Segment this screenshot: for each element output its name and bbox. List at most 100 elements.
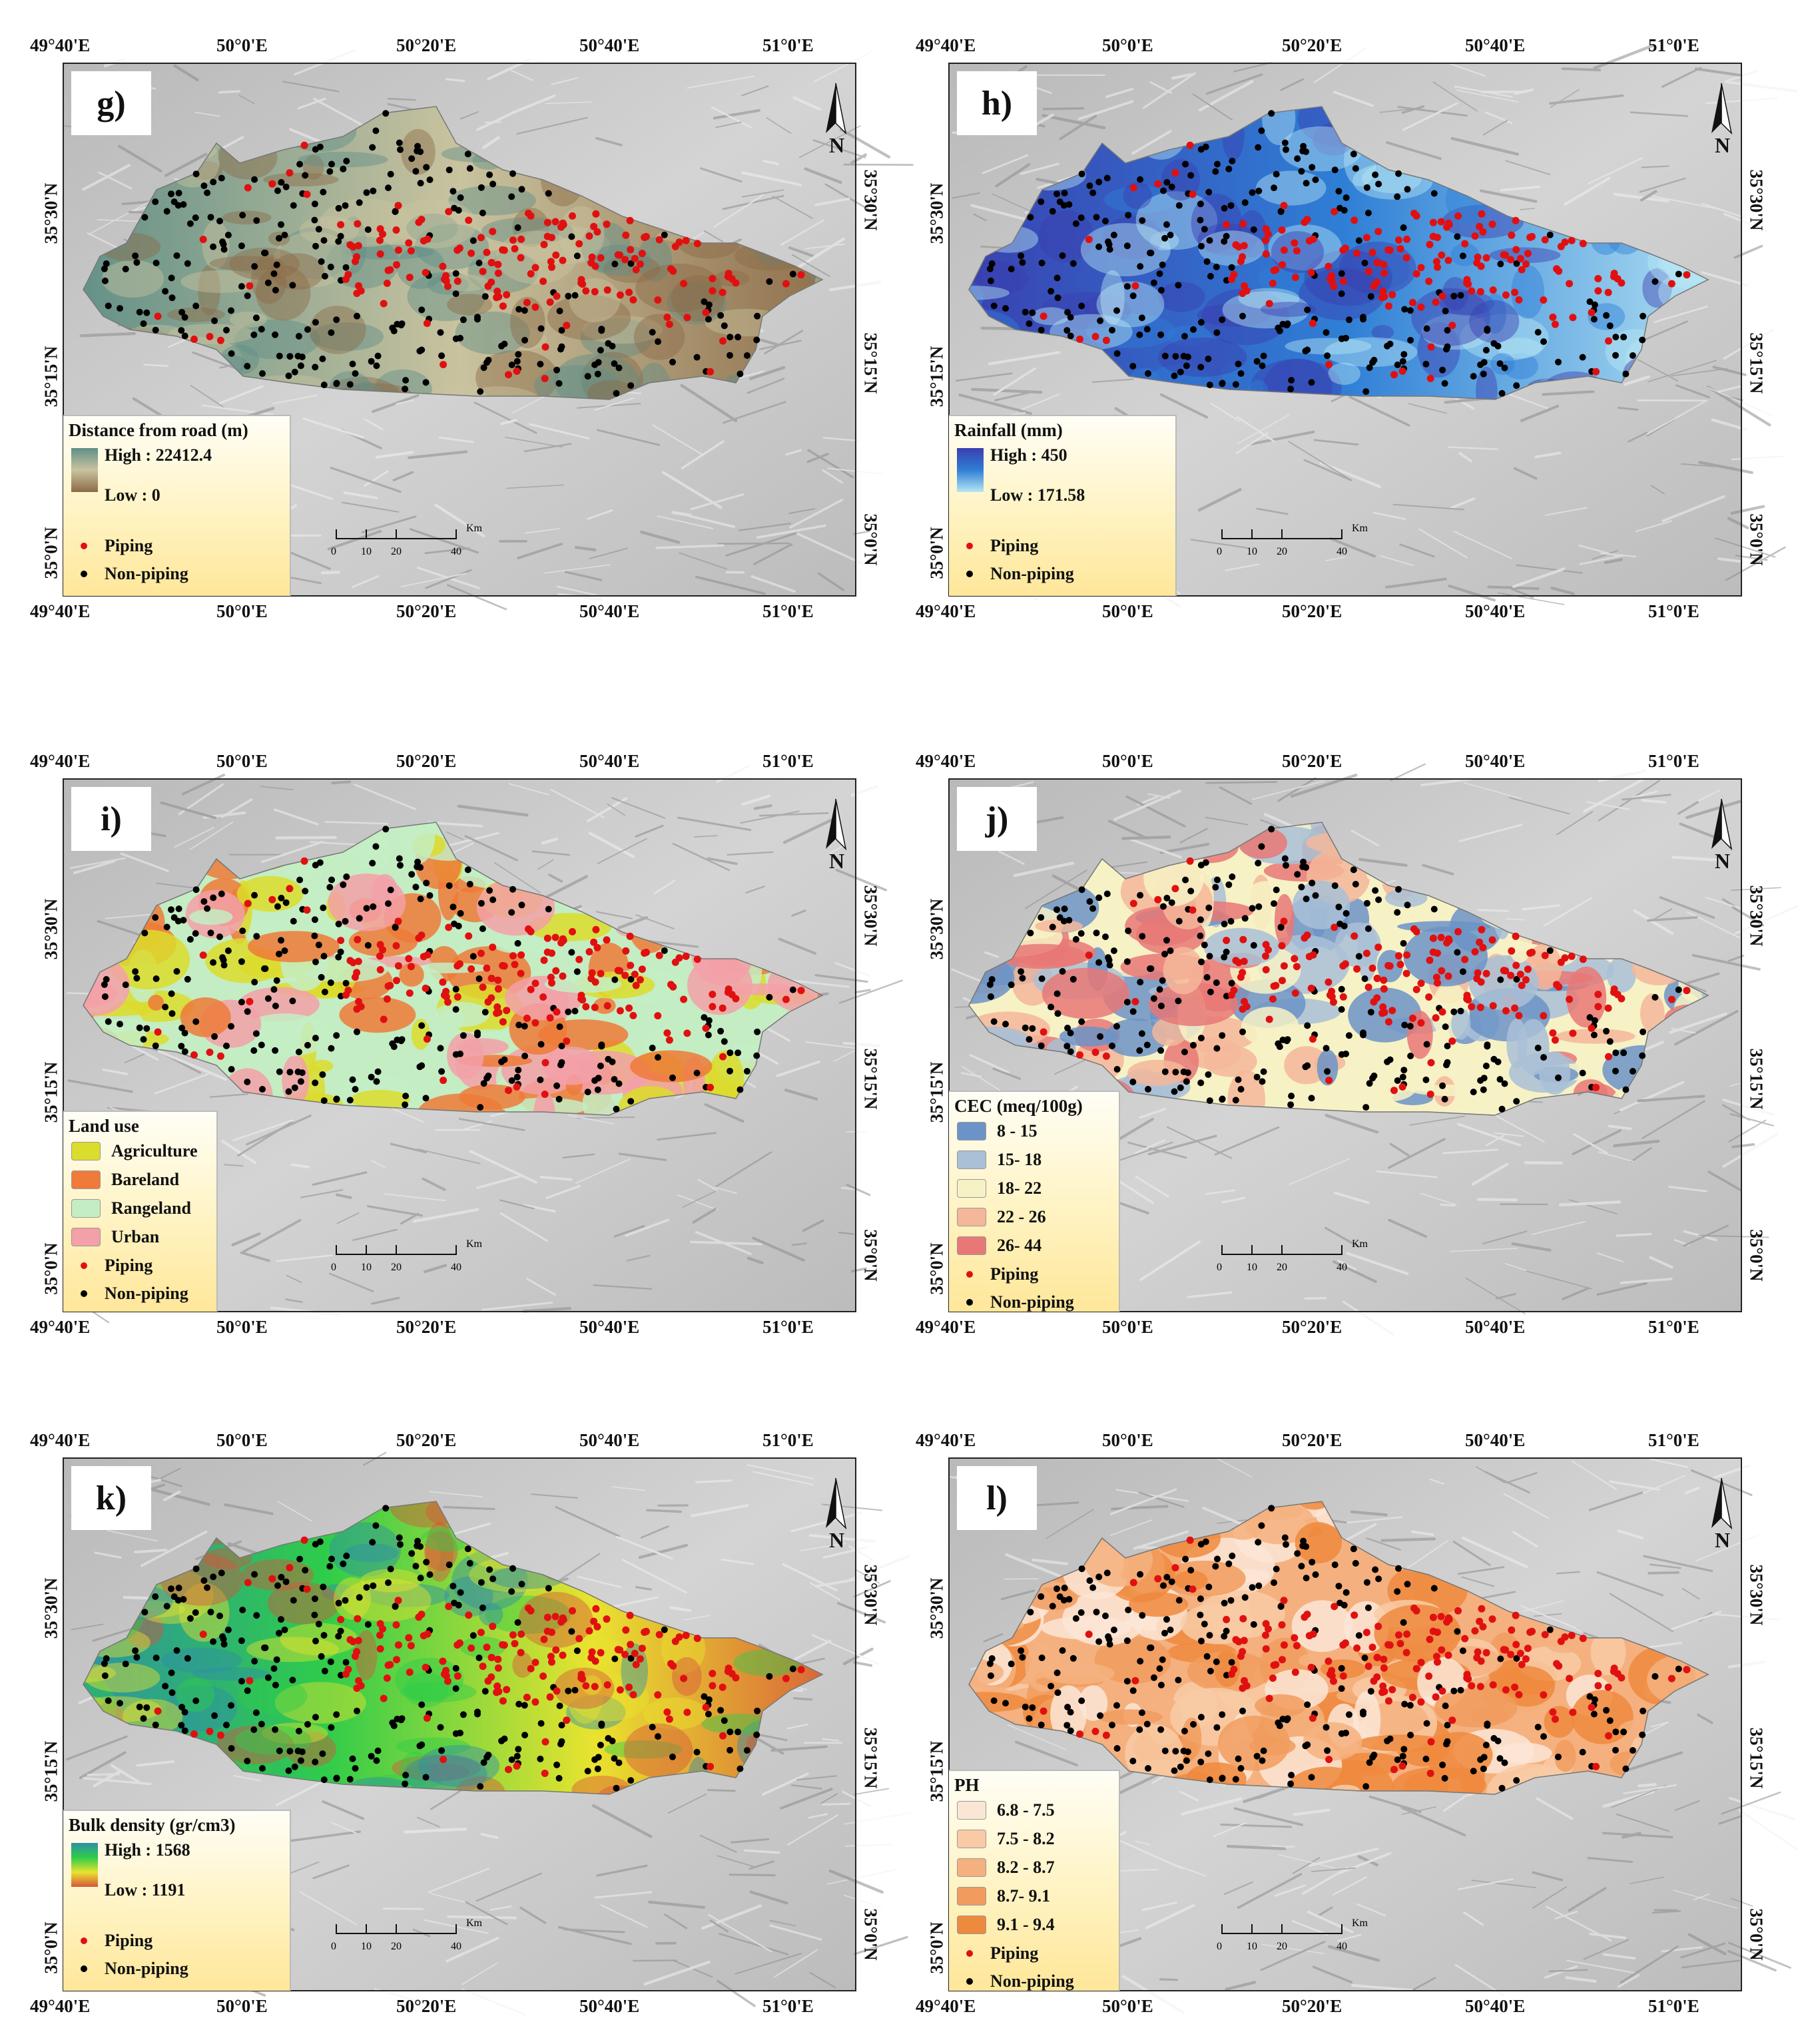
piping-point bbox=[1325, 1756, 1333, 1764]
piping-point bbox=[246, 282, 254, 290]
non-piping-point bbox=[1331, 1561, 1339, 1569]
non-piping-point bbox=[1639, 1731, 1646, 1738]
non-piping-point bbox=[1640, 1028, 1647, 1035]
piping-point bbox=[1610, 270, 1618, 278]
non-piping-point bbox=[1093, 214, 1100, 221]
non-piping-point bbox=[1223, 1627, 1230, 1635]
piping-point bbox=[1476, 222, 1484, 230]
non-piping-point bbox=[1203, 1653, 1211, 1660]
piping-point bbox=[394, 917, 402, 925]
non-piping-point bbox=[537, 1720, 545, 1727]
piping-point bbox=[627, 1641, 635, 1649]
non-piping-point bbox=[1214, 1555, 1221, 1563]
piping-point bbox=[1189, 1585, 1197, 1593]
non-piping-point bbox=[1138, 314, 1145, 322]
non-piping-point bbox=[1622, 1086, 1630, 1093]
piping-point bbox=[603, 936, 611, 944]
non-piping-point bbox=[1386, 1735, 1394, 1742]
non-piping-point bbox=[389, 324, 396, 332]
piping-point bbox=[1235, 243, 1243, 251]
north-arrow-icon bbox=[1711, 1477, 1733, 1530]
piping-point bbox=[1350, 932, 1358, 940]
piping-point bbox=[1085, 951, 1093, 959]
legend-gradient-ramp bbox=[71, 1843, 98, 1887]
non-piping-point bbox=[1065, 1596, 1073, 1603]
piping-point bbox=[1353, 1644, 1361, 1652]
non-piping-point bbox=[987, 277, 994, 284]
piping-point bbox=[1488, 220, 1496, 228]
non-piping-point bbox=[509, 886, 516, 893]
longitude-label: 50°40'E bbox=[1465, 1996, 1526, 2016]
non-piping-point bbox=[286, 1069, 294, 1076]
non-piping-point bbox=[1480, 1086, 1487, 1093]
non-piping-point bbox=[162, 288, 169, 295]
piping-point bbox=[1541, 1631, 1549, 1639]
non-piping-point bbox=[423, 1559, 430, 1566]
longitude-label: 51°0'E bbox=[1648, 1317, 1699, 1337]
piping-point bbox=[543, 934, 551, 942]
non-piping-point bbox=[565, 1687, 572, 1694]
piping-point bbox=[1511, 1683, 1519, 1691]
non-piping-point bbox=[1430, 1585, 1438, 1592]
non-piping-point bbox=[270, 270, 278, 278]
piping-point bbox=[1463, 1670, 1471, 1678]
piping-point bbox=[1445, 937, 1453, 944]
non-piping-point bbox=[1038, 198, 1045, 205]
piping-point bbox=[1384, 302, 1392, 310]
non-piping-point bbox=[1123, 1637, 1131, 1645]
non-piping-point bbox=[1501, 1080, 1508, 1087]
piping-point bbox=[1040, 1028, 1048, 1036]
non-piping-point bbox=[515, 1700, 523, 1708]
latitude-label: 35°30'N bbox=[926, 182, 947, 244]
piping-point bbox=[1683, 987, 1691, 995]
non-piping-point bbox=[1497, 1655, 1504, 1662]
piping-point bbox=[1549, 1029, 1557, 1037]
non-piping-point bbox=[223, 326, 230, 334]
non-piping-point bbox=[101, 277, 109, 284]
latitude-label: 35°0'N bbox=[860, 513, 881, 566]
non-piping-point bbox=[1067, 1048, 1074, 1055]
non-piping-point bbox=[422, 1774, 430, 1781]
non-piping-point bbox=[1590, 1031, 1598, 1039]
non-piping-point bbox=[474, 316, 481, 323]
non-piping-point bbox=[1498, 1105, 1506, 1113]
non-piping-point bbox=[1077, 1609, 1085, 1616]
non-piping-point bbox=[1235, 1076, 1242, 1083]
piping-point bbox=[455, 960, 463, 968]
non-piping-point bbox=[117, 1021, 123, 1028]
piping-point bbox=[1384, 1697, 1392, 1705]
non-piping-point bbox=[1304, 306, 1311, 314]
map-panel: l) N 0 10 20 40 Km PH 6.8 - 7.5 7.5 - 8.2 8.2 - 8.… bbox=[948, 1457, 1798, 2014]
non-piping-point bbox=[553, 1761, 561, 1768]
non-piping-point bbox=[1555, 1074, 1562, 1081]
non-piping-point bbox=[342, 264, 350, 271]
non-piping-point bbox=[477, 899, 485, 907]
non-piping-point bbox=[555, 380, 563, 387]
piping-point bbox=[1291, 989, 1299, 997]
non-piping-point bbox=[152, 1721, 159, 1728]
non-piping-point bbox=[1540, 338, 1547, 346]
piping-point bbox=[1605, 337, 1612, 345]
piping-point bbox=[1309, 320, 1317, 328]
non-piping-point bbox=[489, 1575, 497, 1583]
piping-point bbox=[511, 1640, 519, 1648]
non-piping-point bbox=[335, 1599, 342, 1607]
non-piping-point bbox=[264, 995, 272, 1002]
non-piping-point bbox=[455, 922, 462, 929]
non-piping-point bbox=[1213, 1045, 1221, 1052]
longitude-label: 50°20'E bbox=[396, 1317, 457, 1337]
piping-point bbox=[707, 368, 715, 376]
piping-point bbox=[383, 280, 391, 287]
piping-point bbox=[1426, 956, 1434, 964]
piping-point bbox=[682, 236, 690, 244]
piping-point bbox=[1568, 952, 1576, 960]
piping-point bbox=[1403, 1630, 1411, 1638]
non-piping-point bbox=[295, 1049, 302, 1055]
scale-tick-label: 20 bbox=[1277, 546, 1287, 557]
piping-point bbox=[540, 240, 548, 248]
piping-point bbox=[467, 249, 475, 257]
legend-low-value: Low : 171.58 bbox=[990, 485, 1085, 505]
latitude-label: 35°0'N bbox=[926, 1242, 947, 1295]
piping-point bbox=[1425, 993, 1433, 1001]
non-piping-point bbox=[1095, 959, 1103, 966]
